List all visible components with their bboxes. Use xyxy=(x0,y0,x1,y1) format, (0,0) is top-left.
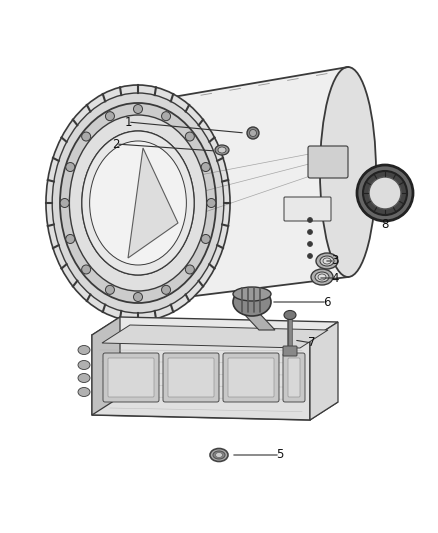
Circle shape xyxy=(201,163,210,172)
FancyBboxPatch shape xyxy=(108,358,154,397)
Text: 3: 3 xyxy=(331,254,339,268)
FancyBboxPatch shape xyxy=(223,353,279,402)
Ellipse shape xyxy=(78,387,90,397)
FancyBboxPatch shape xyxy=(228,358,274,397)
FancyBboxPatch shape xyxy=(284,197,331,221)
Polygon shape xyxy=(102,325,328,348)
Ellipse shape xyxy=(90,141,186,265)
Circle shape xyxy=(307,230,312,235)
Text: 5: 5 xyxy=(276,448,284,462)
Circle shape xyxy=(307,254,312,259)
Text: 1: 1 xyxy=(124,116,132,128)
Polygon shape xyxy=(244,314,275,330)
Circle shape xyxy=(106,285,114,294)
Circle shape xyxy=(66,163,75,172)
Ellipse shape xyxy=(316,253,338,269)
Circle shape xyxy=(185,132,194,141)
Text: 2: 2 xyxy=(112,138,120,150)
Ellipse shape xyxy=(320,256,334,266)
Circle shape xyxy=(307,241,312,246)
Ellipse shape xyxy=(323,258,331,264)
Ellipse shape xyxy=(78,345,90,354)
Ellipse shape xyxy=(52,93,224,313)
FancyBboxPatch shape xyxy=(103,353,159,402)
Ellipse shape xyxy=(69,115,207,291)
Text: 4: 4 xyxy=(331,271,339,285)
Ellipse shape xyxy=(78,360,90,369)
Ellipse shape xyxy=(210,448,228,462)
Text: 7: 7 xyxy=(308,336,316,350)
Ellipse shape xyxy=(233,288,271,316)
Circle shape xyxy=(363,171,407,215)
Circle shape xyxy=(250,130,257,136)
Ellipse shape xyxy=(78,374,90,383)
FancyBboxPatch shape xyxy=(283,346,297,356)
FancyBboxPatch shape xyxy=(283,353,305,402)
Ellipse shape xyxy=(213,451,225,459)
Circle shape xyxy=(357,165,413,221)
Ellipse shape xyxy=(218,147,226,153)
Text: 6: 6 xyxy=(323,295,331,309)
FancyBboxPatch shape xyxy=(288,358,300,397)
Ellipse shape xyxy=(215,453,223,457)
Circle shape xyxy=(134,104,142,114)
Circle shape xyxy=(185,265,194,274)
Circle shape xyxy=(60,198,69,207)
Circle shape xyxy=(247,127,259,139)
Ellipse shape xyxy=(46,85,230,321)
Circle shape xyxy=(134,293,142,302)
Circle shape xyxy=(207,198,216,207)
Polygon shape xyxy=(92,317,338,340)
Circle shape xyxy=(369,177,401,209)
Polygon shape xyxy=(92,397,338,420)
Ellipse shape xyxy=(320,67,376,277)
Circle shape xyxy=(307,217,312,222)
Ellipse shape xyxy=(60,103,216,303)
Circle shape xyxy=(162,285,170,294)
FancyBboxPatch shape xyxy=(168,358,214,397)
Text: 8: 8 xyxy=(381,219,389,231)
Polygon shape xyxy=(138,67,348,303)
Circle shape xyxy=(81,132,91,141)
Ellipse shape xyxy=(82,131,194,275)
Ellipse shape xyxy=(284,311,296,319)
Ellipse shape xyxy=(233,287,271,301)
Ellipse shape xyxy=(315,272,329,282)
Ellipse shape xyxy=(82,131,194,275)
FancyBboxPatch shape xyxy=(163,353,219,402)
Circle shape xyxy=(201,235,210,244)
Polygon shape xyxy=(92,335,310,420)
Circle shape xyxy=(66,235,75,244)
Polygon shape xyxy=(310,322,338,420)
Circle shape xyxy=(106,111,114,120)
Ellipse shape xyxy=(311,269,333,285)
Circle shape xyxy=(81,265,91,274)
Circle shape xyxy=(162,111,170,120)
FancyBboxPatch shape xyxy=(308,146,348,178)
Polygon shape xyxy=(128,148,178,258)
Polygon shape xyxy=(92,317,120,415)
Ellipse shape xyxy=(215,145,229,155)
Ellipse shape xyxy=(318,274,326,280)
